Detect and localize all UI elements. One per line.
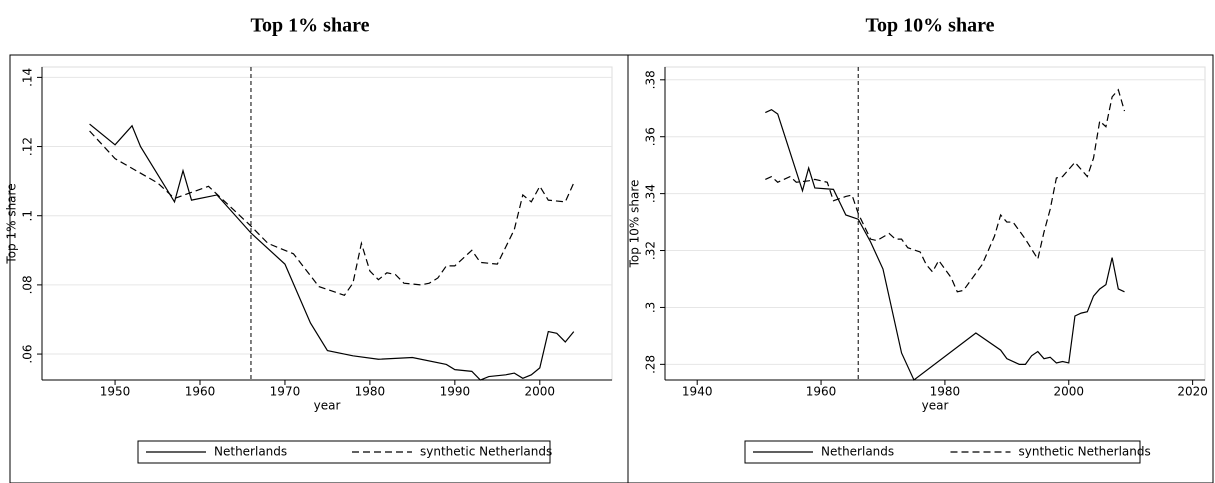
y-tick-label: .08 <box>21 275 35 294</box>
legend-label: synthetic Netherlands <box>1019 445 1151 459</box>
y-tick-label: .38 <box>644 70 658 89</box>
y-tick-label: .3 <box>644 302 658 313</box>
chart-title: Top 10% share <box>866 15 995 37</box>
legend-label: Netherlands <box>214 445 287 459</box>
x-tick-label: 1970 <box>270 385 301 399</box>
x-tick-label: 2000 <box>525 385 556 399</box>
plot-area <box>41 66 613 381</box>
y-tick-label: .06 <box>21 345 35 364</box>
x-tick-label: 1980 <box>355 385 386 399</box>
legend-box <box>137 440 551 464</box>
x-tick-label: 2020 <box>1177 385 1208 399</box>
y-axis-title: Top 10% share <box>628 180 642 269</box>
legend-label: synthetic Netherlands <box>420 445 552 459</box>
x-tick-label: 1980 <box>930 385 961 399</box>
x-tick-label: 1960 <box>806 385 837 399</box>
y-tick-label: .1 <box>21 210 35 221</box>
y-tick-label: .32 <box>644 241 658 260</box>
x-tick-label: 1990 <box>440 385 471 399</box>
series-line <box>765 108 1125 381</box>
y-tick-label: .36 <box>644 127 658 146</box>
x-tick-label: 1960 <box>185 385 216 399</box>
y-axis-title: Top 1% share <box>5 183 19 264</box>
series-line <box>765 88 1126 293</box>
x-tick-label: 1950 <box>100 385 131 399</box>
x-tick-label: 1940 <box>682 385 713 399</box>
series-line <box>89 123 575 381</box>
x-tick-label: 2000 <box>1053 385 1084 399</box>
legend-box <box>744 440 1141 464</box>
y-tick-label: .28 <box>644 355 658 374</box>
x-axis-title: year <box>922 399 949 413</box>
y-tick-label: .14 <box>21 68 35 87</box>
y-tick-label: .34 <box>644 184 658 203</box>
y-tick-label: .12 <box>21 137 35 156</box>
plot-area <box>664 66 1206 381</box>
series-line <box>89 130 575 296</box>
legend-label: Netherlands <box>821 445 894 459</box>
x-axis-title: year <box>314 399 341 413</box>
chart-title: Top 1% share <box>251 15 370 37</box>
